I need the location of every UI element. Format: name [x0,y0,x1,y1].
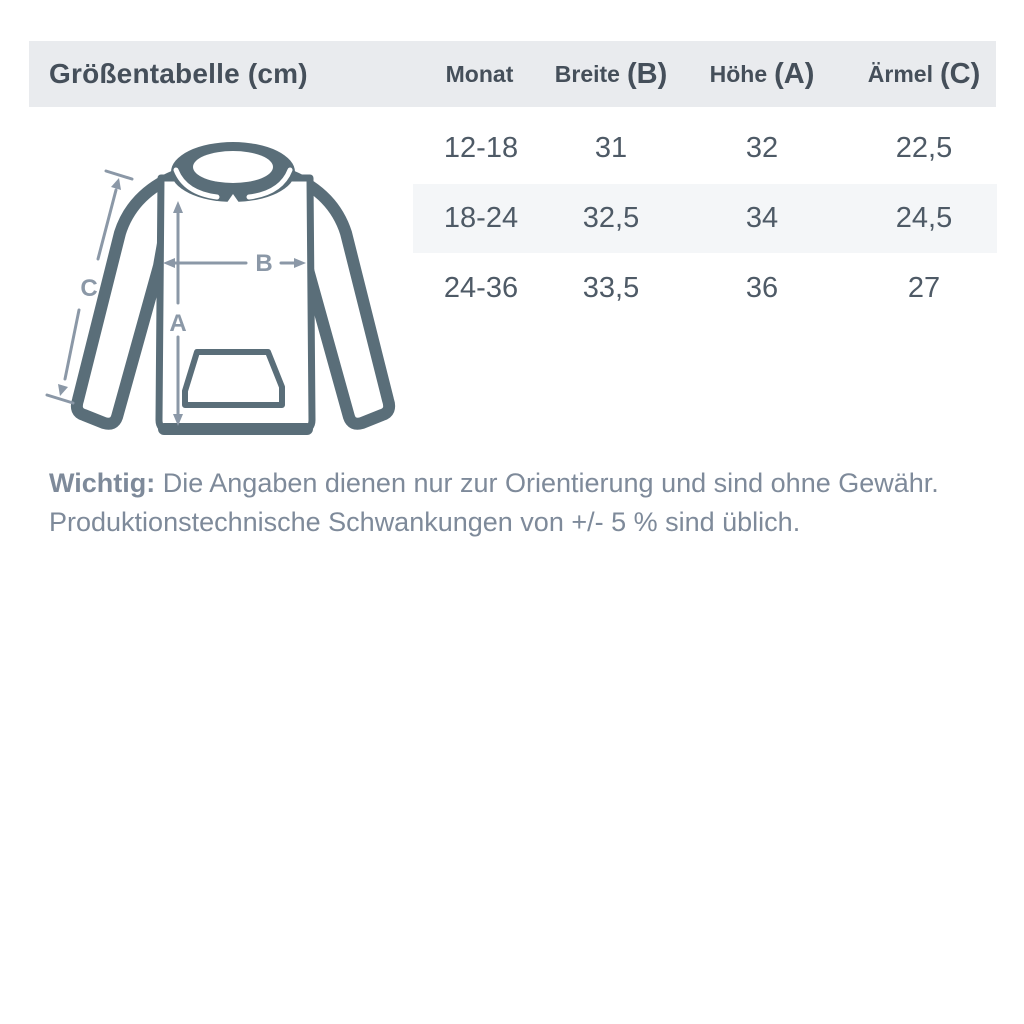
hoodie-pocket [182,349,285,408]
disclaimer-text-1: Die Angaben dienen nur zur Orientierung … [162,468,939,498]
dimension-label-a: A [169,310,186,337]
cell-aermel: 24,5 [895,202,953,234]
column-header-breite: Breite (B) [549,41,673,107]
cell-hoehe: 36 [745,271,779,304]
cell-aermel: 22,5 [895,132,953,164]
disclaimer-bold-prefix: Wichtig: [49,468,156,498]
disclaimer-line-2: Produktionstechnische Schwankungen von +… [49,507,801,537]
column-header-suffix: (B) [626,57,668,90]
column-header-hoehe: Höhe (A) [673,41,851,107]
cell-breite: 32,5 [582,202,640,234]
dimension-arrow-a: A [169,201,187,426]
column-header-label: Monat [445,60,514,87]
hoodie-sleeves-outline [70,170,396,430]
cell-breite: 33,5 [582,271,640,304]
dimension-arrow-c: C [45,169,134,405]
dimension-label-c: C [80,275,97,302]
cell-aermel: 27 [907,271,941,304]
cell-monat: 24-36 [443,271,519,304]
hoodie-hood [171,142,295,204]
column-header-monat: Monat [410,41,549,107]
cell-hoehe: 34 [745,202,779,234]
table-row: 18-24 32,5 34 24,5 [413,184,997,253]
hoodie-measurement-diagram: A B C [45,142,396,435]
dimension-label-b: B [255,250,272,277]
table-header-band [29,41,996,107]
column-header-aermel: Ärmel (C) [851,41,997,107]
disclaimer-note: Wichtig: Die Angaben dienen nur zur Orie… [49,464,979,542]
cell-monat: 18-24 [443,202,519,234]
cell-hoehe: 32 [745,132,779,164]
disclaimer-line-1: Wichtig: Die Angaben dienen nur zur Orie… [49,464,979,503]
column-header-label: Ärmel [867,60,933,87]
column-header-suffix: (A) [774,57,815,90]
column-header-suffix: (C) [939,57,981,90]
table-header-row: Monat Breite (B) Höhe (A) Ärmel (C) [410,41,997,107]
column-header-label: Breite [554,60,620,87]
cell-breite: 31 [594,132,628,164]
column-header-label: Höhe [709,60,768,87]
table-row: 24-36 33,5 36 27 [413,253,997,323]
page-title: Größentabelle (cm) [49,58,308,89]
table-row: 12-18 31 32 22,5 [413,113,997,184]
cell-monat: 12-18 [443,132,519,164]
dimension-arrow-b: B [163,250,306,277]
